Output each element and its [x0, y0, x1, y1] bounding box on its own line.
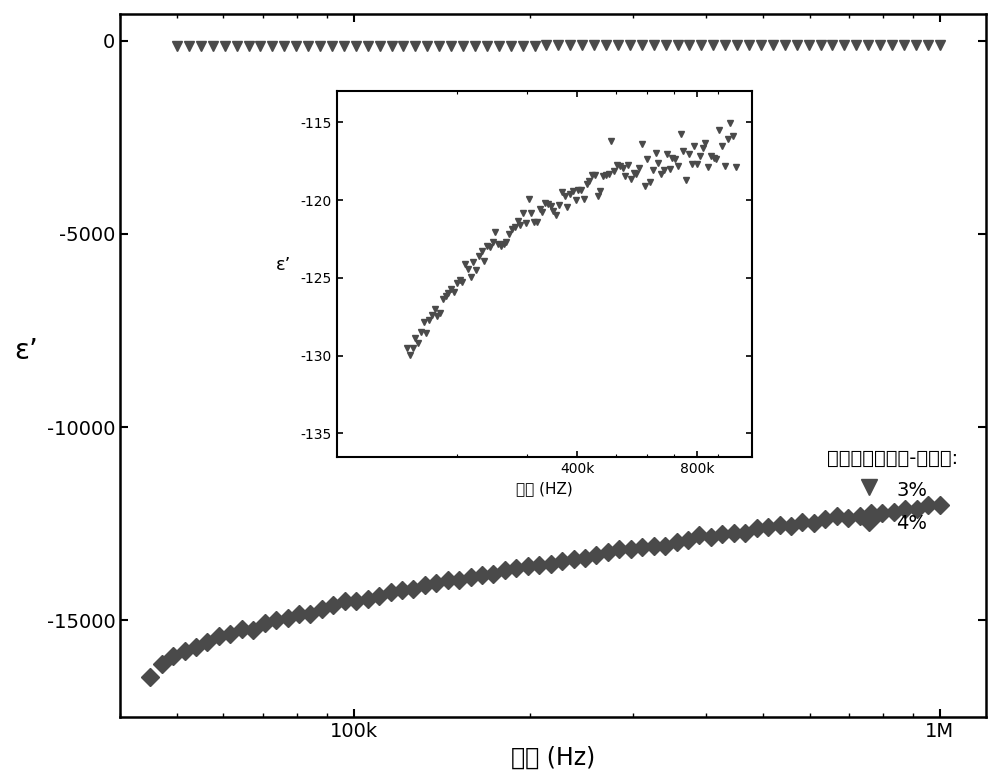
4%	[247, 625, 259, 634]
X-axis label: 频率 (Hz): 频率 (Hz)	[511, 746, 595, 770]
4%	[934, 501, 946, 510]
3%	[826, 41, 838, 50]
3%	[910, 41, 922, 50]
3%	[564, 41, 576, 50]
3%	[934, 41, 946, 50]
4%	[808, 518, 820, 528]
3%	[493, 41, 505, 50]
Line: 4%: 4%	[144, 499, 946, 683]
3%	[171, 42, 183, 51]
Y-axis label: ε’: ε’	[14, 337, 38, 365]
4%	[144, 672, 156, 681]
4%	[385, 587, 397, 597]
4%	[327, 601, 339, 610]
3%	[397, 41, 409, 50]
4%	[819, 514, 831, 524]
3%	[350, 41, 362, 50]
4%	[922, 500, 934, 510]
Line: 3%: 3%	[172, 41, 945, 51]
4%	[579, 553, 591, 562]
Legend: 3%, 4%: 3%, 4%	[817, 439, 968, 544]
